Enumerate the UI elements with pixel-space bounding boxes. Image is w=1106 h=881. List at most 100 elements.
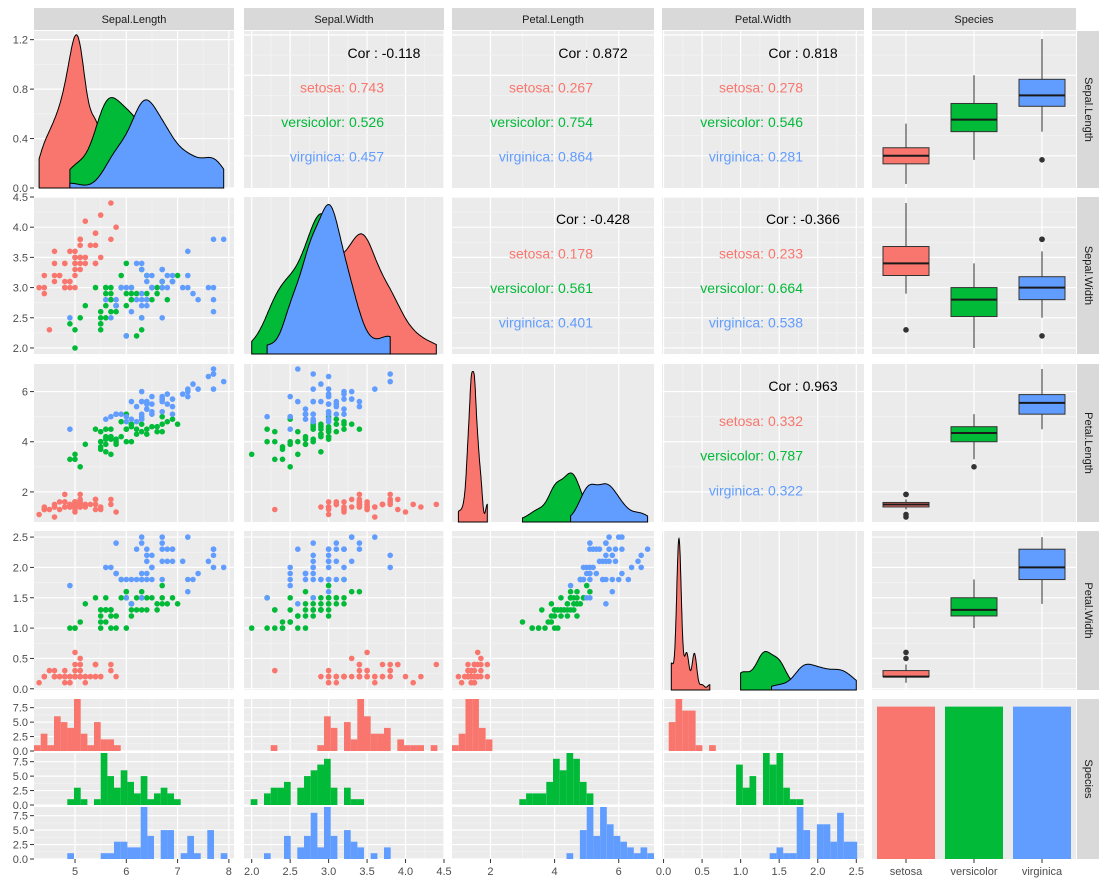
hist-bar-virginica bbox=[107, 853, 114, 859]
panel-background bbox=[452, 197, 654, 354]
point-versicolor bbox=[164, 601, 171, 607]
point-virginica bbox=[169, 272, 176, 279]
hist-bar-versicolor bbox=[526, 793, 533, 805]
point-virginica bbox=[287, 564, 294, 571]
panel-species-vs-petal-length bbox=[452, 699, 654, 860]
point-setosa bbox=[92, 673, 99, 680]
top-strip-label: Petal.Length bbox=[522, 14, 584, 26]
point-setosa bbox=[51, 248, 58, 255]
y-tick-label: 0.0 bbox=[13, 854, 28, 866]
point-virginica bbox=[138, 388, 145, 395]
point-virginica bbox=[210, 371, 217, 377]
hist-bar-setosa bbox=[675, 699, 683, 751]
boxplot-setosa bbox=[882, 203, 930, 333]
y-tick-label: 5.0 bbox=[13, 825, 28, 837]
point-virginica bbox=[348, 388, 355, 395]
point-virginica bbox=[138, 534, 145, 540]
point-virginica bbox=[295, 398, 301, 405]
point-versicolor bbox=[133, 333, 140, 339]
hist-bar-virginica bbox=[344, 830, 351, 859]
point-setosa bbox=[77, 661, 83, 668]
y-tick-label: 2.0 bbox=[13, 343, 28, 355]
top-strip-label: Petal.Width bbox=[735, 14, 791, 26]
point-virginica bbox=[179, 391, 186, 397]
point-setosa bbox=[72, 667, 78, 674]
point-virginica bbox=[185, 284, 191, 291]
point-versicolor bbox=[318, 426, 324, 433]
point-versicolor bbox=[325, 433, 332, 440]
point-versicolor bbox=[128, 296, 135, 303]
point-setosa bbox=[87, 501, 94, 508]
point-virginica bbox=[606, 546, 612, 552]
point-setosa bbox=[341, 499, 347, 505]
point-setosa bbox=[82, 218, 89, 224]
point-versicolor bbox=[587, 588, 593, 595]
x-tick-label: 2.0 bbox=[810, 866, 825, 878]
point-versicolor bbox=[138, 607, 145, 613]
point-setosa bbox=[356, 491, 363, 498]
histogram-versicolor bbox=[662, 753, 864, 806]
hist-bar-versicolor bbox=[769, 764, 777, 805]
point-versicolor bbox=[108, 296, 114, 303]
point-setosa bbox=[113, 673, 119, 680]
boxplot-versicolor bbox=[950, 75, 998, 160]
point-versicolor bbox=[138, 588, 145, 595]
point-virginica bbox=[205, 558, 212, 565]
panel-sepal-length-vs-petal-length: Cor : 0.872 setosa: 0.267 versicolor: 0.75… bbox=[452, 31, 654, 188]
panel-sepal-width-vs-species bbox=[872, 196, 1076, 354]
hist-bar-virginica bbox=[114, 841, 121, 859]
panel-grid bbox=[244, 31, 445, 188]
point-setosa bbox=[87, 673, 94, 680]
point-versicolor bbox=[108, 451, 114, 458]
point-versicolor bbox=[159, 582, 165, 589]
point-setosa bbox=[51, 667, 58, 674]
y-tick-label: 2.5 bbox=[13, 532, 28, 544]
point-versicolor bbox=[133, 607, 140, 613]
hist-bar-virginica bbox=[633, 853, 641, 859]
box bbox=[950, 287, 998, 318]
right-strip-label: Petal.Length bbox=[1082, 412, 1094, 474]
point-versicolor bbox=[77, 619, 83, 625]
point-versicolor bbox=[302, 588, 309, 595]
point-virginica bbox=[348, 534, 355, 540]
point-virginica bbox=[144, 401, 150, 407]
hist-bar-versicolor bbox=[532, 793, 540, 805]
point-virginica bbox=[644, 546, 651, 552]
point-versicolor bbox=[77, 464, 83, 470]
hist-bar-versicolor bbox=[147, 799, 154, 805]
point-virginica bbox=[144, 570, 150, 577]
point-virginica bbox=[190, 381, 196, 387]
hist-bar-virginica bbox=[167, 830, 174, 859]
point-versicolor bbox=[154, 423, 160, 430]
point-versicolor bbox=[123, 426, 130, 433]
point-virginica bbox=[149, 284, 155, 291]
point-versicolor bbox=[310, 613, 317, 619]
right-strip-bg bbox=[1077, 364, 1099, 522]
point-versicolor bbox=[113, 625, 119, 631]
density-setosa bbox=[670, 537, 711, 691]
point-setosa bbox=[97, 254, 104, 261]
point-virginica bbox=[341, 576, 347, 583]
hist-bar-versicolor bbox=[160, 787, 168, 805]
point-setosa bbox=[77, 499, 83, 505]
hist-bar-versicolor bbox=[553, 758, 560, 805]
hist-bar-virginica bbox=[160, 830, 168, 859]
hist-bar-setosa bbox=[317, 745, 324, 751]
hist-bar-versicolor bbox=[317, 764, 324, 805]
point-virginica bbox=[333, 558, 340, 565]
hist-bar-versicolor bbox=[763, 753, 770, 805]
point-versicolor bbox=[164, 418, 171, 425]
point-versicolor bbox=[272, 438, 278, 445]
boxplot-versicolor bbox=[950, 414, 998, 470]
point-setosa bbox=[72, 504, 78, 510]
point-versicolor bbox=[138, 327, 145, 333]
point-virginica bbox=[138, 302, 145, 309]
point-versicolor bbox=[123, 438, 130, 445]
point-virginica bbox=[149, 564, 155, 571]
box bbox=[950, 102, 998, 133]
point-virginica bbox=[159, 266, 165, 273]
point-virginica bbox=[341, 391, 347, 397]
top-strip-petal-width: Petal.Width bbox=[662, 8, 864, 30]
point-virginica bbox=[128, 308, 135, 315]
histogram-virginica bbox=[244, 807, 445, 860]
